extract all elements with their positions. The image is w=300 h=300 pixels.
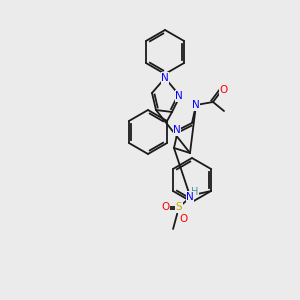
Text: O: O [161,202,169,212]
Text: O: O [179,214,187,224]
Text: O: O [220,85,228,95]
Text: S: S [176,202,182,212]
Text: N: N [192,100,200,110]
Text: N: N [175,91,183,101]
Text: H: H [191,187,199,197]
Text: N: N [186,192,194,202]
Text: N: N [161,73,169,83]
Text: N: N [173,125,181,135]
